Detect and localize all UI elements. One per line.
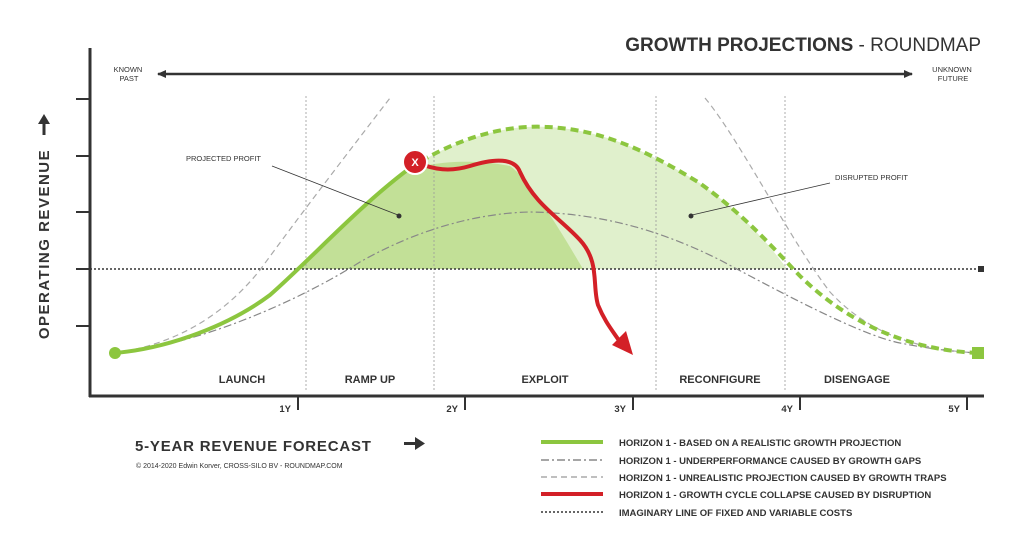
phase-label-ramp-up: RAMP UP — [345, 374, 396, 386]
x-axis-arrow-shaft — [404, 442, 416, 445]
realistic-projection-forecast-curve — [408, 124, 979, 355]
projected-profit-leader — [271, 165, 399, 216]
unknown-future-line2: FUTURE — [938, 74, 968, 83]
disrupted-profit-leader — [691, 182, 831, 216]
realistic-projection-curve — [113, 166, 412, 355]
disrupted-profit-label: DISRUPTED PROFIT — [835, 173, 908, 182]
unknown-future-line1: UNKNOWN — [932, 65, 972, 74]
x-tick-label-5y: 5Y — [948, 404, 960, 415]
phase-label-launch: LAUNCH — [219, 374, 265, 386]
x-tick-label-3y: 3Y — [614, 404, 626, 415]
disrupted-profit-dot — [688, 213, 694, 219]
projected-profit-label: PROJECTED PROFIT — [186, 154, 261, 163]
diagram-title: GROWTH PROJECTIONS - ROUNDMAP — [625, 35, 981, 56]
legend: HORIZON 1 - BASED ON A REALISTIC GROWTH … — [541, 438, 947, 519]
projected-profit-dot — [396, 213, 402, 219]
known-past-label: KNOWN PAST — [114, 65, 145, 83]
x-tick-label-1y: 1Y — [279, 404, 291, 415]
title-separator: - — [853, 35, 870, 56]
known-past-line1: KNOWN — [114, 65, 143, 74]
legend-label-realistic: HORIZON 1 - BASED ON A REALISTIC GROWTH … — [619, 438, 901, 449]
phase-label-disengage: DISENGAGE — [824, 374, 890, 386]
legend-label-disruption: HORIZON 1 - GROWTH CYCLE COLLAPSE CAUSED… — [619, 490, 931, 501]
underperformance-curve — [114, 211, 979, 354]
disruption-arrowhead-icon — [612, 331, 633, 355]
x-tick-label-4y: 4Y — [781, 404, 793, 415]
legend-label-underperformance: HORIZON 1 - UNDERPERFORMANCE CAUSED BY G… — [619, 456, 921, 467]
y-axis-label: OPERATING REVENUE — [36, 149, 53, 339]
disruption-collapse-curve — [413, 158, 622, 344]
title-light: ROUNDMAP — [870, 35, 981, 56]
unrealistic-decline-curve — [704, 97, 979, 354]
disruption-marker — [402, 149, 428, 175]
unknown-future-label: UNKNOWN FUTURE — [932, 65, 974, 83]
unrealistic-projection-curve — [114, 97, 391, 354]
x-tick-label-2y: 2Y — [446, 404, 458, 415]
x-axis-arrow-icon — [415, 437, 425, 450]
phase-label-exploit: EXPLOIT — [521, 374, 568, 386]
start-point-marker — [109, 347, 121, 359]
copyright-text: © 2014-2020 Edwin Korver, CROSS-SILO BV … — [136, 462, 343, 470]
x-axis-label: 5-YEAR REVENUE FORECAST — [135, 438, 372, 455]
legend-label-unrealistic: HORIZON 1 - UNREALISTIC PROJECTION CAUSE… — [619, 473, 947, 484]
legend-label-cost-line: IMAGINARY LINE OF FIXED AND VARIABLE COS… — [619, 508, 852, 519]
end-point-marker — [972, 347, 984, 359]
y-axis-arrow-shaft — [42, 123, 46, 135]
cost-line-end-marker — [978, 266, 984, 272]
y-axis-arrow-icon — [38, 114, 50, 124]
realised-profit-area — [300, 161, 583, 269]
known-past-line2: PAST — [119, 74, 138, 83]
title-bold: GROWTH PROJECTIONS — [625, 35, 853, 56]
phase-label-reconfigure: RECONFIGURE — [679, 374, 760, 386]
disruption-marker-label: X — [411, 157, 419, 169]
